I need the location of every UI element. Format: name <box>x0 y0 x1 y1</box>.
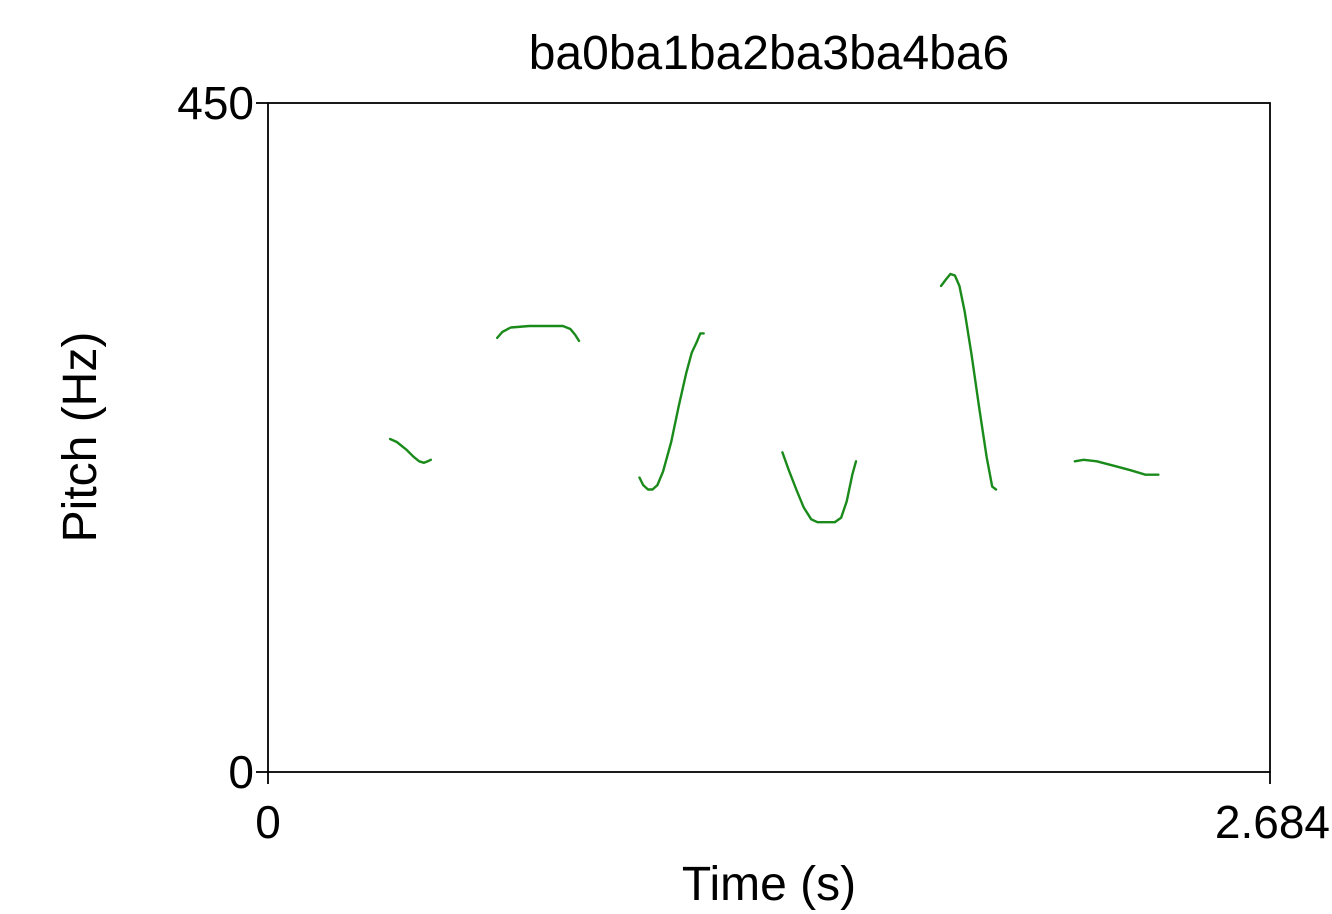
x-tick-label-max: 2.684 <box>1215 796 1330 848</box>
plot-frame <box>267 102 1271 773</box>
pitch-contour-3 <box>638 332 705 491</box>
y-tick-label-min: 0 <box>228 746 254 798</box>
y-axis-label: Pitch (Hz) <box>54 332 107 543</box>
y-tick-label-max: 450 <box>177 77 254 129</box>
x-axis-label: Time (s) <box>682 858 856 911</box>
pitch-contour-5 <box>939 272 998 491</box>
pitch-contour-4 <box>781 451 858 524</box>
x-tick-label-min: 0 <box>255 796 281 848</box>
chart-title: ba0ba1ba2ba3ba4ba6 <box>529 27 1010 80</box>
pitch-contour-6 <box>1073 458 1160 476</box>
pitch-contour-1 <box>388 437 432 464</box>
pitch-series-group <box>388 272 1160 524</box>
pitch-contour-2 <box>496 324 581 343</box>
